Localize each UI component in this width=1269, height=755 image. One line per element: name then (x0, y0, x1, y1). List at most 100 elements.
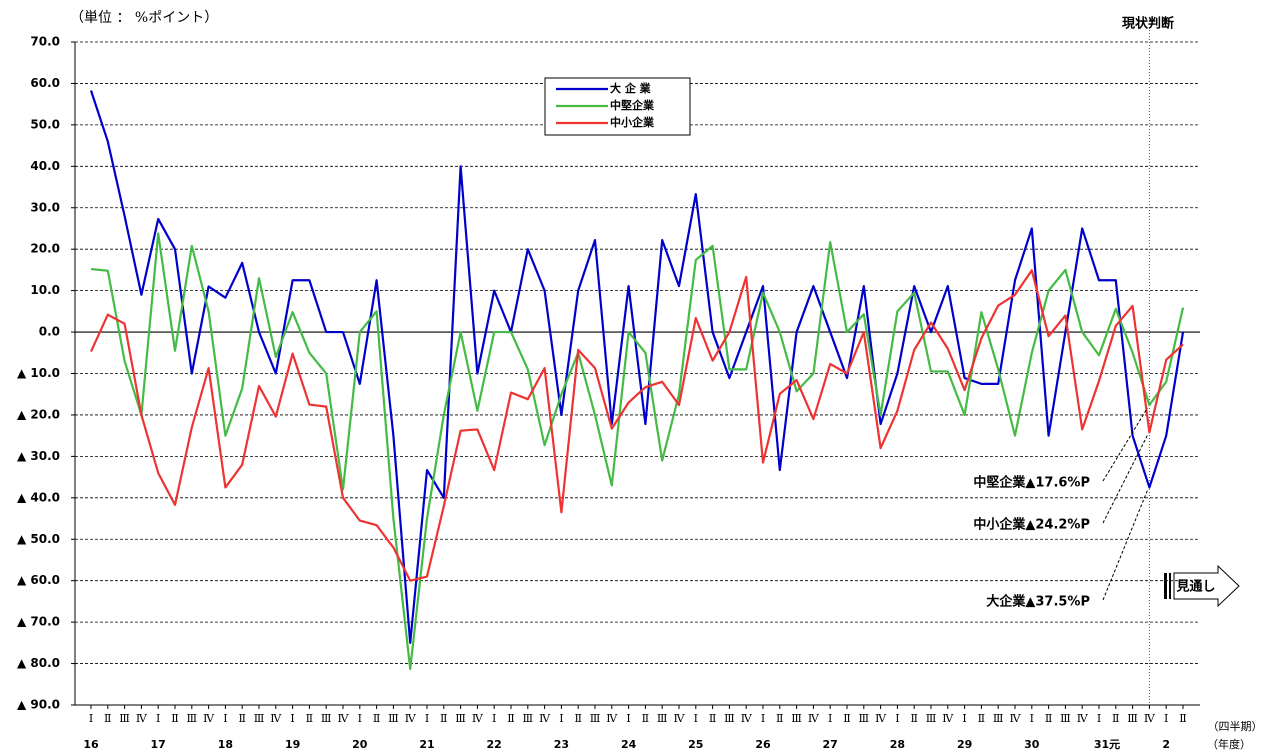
y-tick-label: ▲ 70.0 (17, 615, 60, 629)
annotation: 中堅企業▲17.6%P (973, 475, 1090, 491)
year-label: 20 (352, 738, 368, 751)
y-tick-label: ▲ 40.0 (17, 490, 60, 504)
x-tick-label: Ⅳ (1077, 712, 1089, 725)
y-tick-label: ▲ 10.0 (17, 366, 60, 380)
annotation-leader (1102, 490, 1148, 601)
x-tick-label: Ⅰ (492, 712, 496, 725)
x-tick-label: Ⅱ (978, 712, 985, 725)
annotation-leader (1102, 435, 1148, 524)
x-tick-label: Ⅲ (791, 712, 802, 725)
x-tick-label: Ⅱ (843, 712, 850, 725)
x-tick-label: Ⅳ (1010, 712, 1022, 725)
forecast-arrow: 見通し (1164, 564, 1240, 608)
legend-label: 中堅企業 (610, 98, 655, 112)
arrow-bar (1169, 573, 1171, 599)
x-tick-label: Ⅰ (895, 712, 899, 725)
series-line (89, 90, 1185, 644)
year-label: 29 (957, 738, 972, 751)
x-tick-label: Ⅱ (574, 712, 581, 725)
y-tick-label: 10.0 (30, 283, 60, 297)
x-tick-label: Ⅲ (388, 712, 399, 725)
y-tick-label: ▲ 80.0 (17, 656, 60, 670)
x-tick-label: Ⅰ (1097, 712, 1101, 725)
x-tick-label: Ⅳ (1144, 712, 1156, 725)
year-label: 17 (151, 738, 166, 751)
x-tick-label: Ⅳ (270, 712, 282, 725)
x-tick-label: Ⅱ (642, 712, 649, 725)
x-tick-label: Ⅲ (657, 712, 668, 725)
year-label: 30 (1024, 738, 1040, 751)
x-tick-label: Ⅱ (306, 712, 313, 725)
current-label: 現状判断 (1122, 16, 1174, 32)
year-label: 16 (83, 738, 99, 751)
x-tick-label: Ⅱ (1045, 712, 1052, 725)
x-tick-label: Ⅱ (709, 712, 716, 725)
x-tick-label: Ⅳ (203, 712, 215, 725)
series-line (89, 269, 1184, 582)
year-label: 26 (755, 738, 771, 751)
x-tick-label: Ⅳ (942, 712, 954, 725)
x-tick-label: Ⅰ (626, 712, 630, 725)
x-tick-label: Ⅱ (910, 712, 917, 725)
legend-label: 大 企 業 (610, 81, 652, 95)
year-label: 27 (823, 738, 838, 751)
annotation: 中小企業▲24.2%P (973, 517, 1090, 533)
x-tick-label: Ⅰ (694, 712, 698, 725)
x-tick-label: Ⅰ (358, 712, 362, 725)
y-tick-label: ▲ 20.0 (17, 407, 60, 421)
x-tick-label: Ⅳ (741, 712, 753, 725)
year-label: 19 (285, 738, 300, 751)
x-tick-label: Ⅲ (724, 712, 735, 725)
year-label: 31元 (1094, 738, 1120, 751)
year-label: 25 (688, 738, 703, 751)
x-tick-label: Ⅰ (223, 712, 227, 725)
x-tick-label: Ⅰ (1164, 712, 1168, 725)
x-unit-label: （年度） (1207, 737, 1251, 751)
x-tick-label: Ⅳ (539, 712, 551, 725)
x-tick-label: Ⅲ (254, 712, 265, 725)
forecast-label: 見通し (1175, 579, 1215, 595)
x-tick-label: Ⅳ (338, 712, 350, 725)
year-label: 28 (890, 738, 905, 751)
x-tick-label: Ⅱ (440, 712, 447, 725)
x-tick-label: Ⅱ (373, 712, 380, 725)
x-tick-label: Ⅱ (171, 712, 178, 725)
x-tick-label: Ⅳ (405, 712, 417, 725)
unit-label: （単位 ： %ポイント） (70, 10, 218, 26)
y-tick-label: 30.0 (30, 200, 60, 214)
year-label: 2 (1162, 738, 1170, 751)
x-tick-label: Ⅳ (808, 712, 820, 725)
x-tick-label: Ⅰ (290, 712, 294, 725)
x-tick-label: Ⅱ (104, 712, 111, 725)
arrow (1173, 564, 1240, 608)
x-tick-label: Ⅰ (761, 712, 765, 725)
y-tick-label: 70.0 (30, 35, 60, 49)
y-tick-label: ▲ 30.0 (17, 449, 60, 463)
annotation: 大企業▲37.5%P (986, 594, 1090, 610)
x-tick-label: Ⅰ (559, 712, 563, 725)
y-tick-label: 20.0 (30, 242, 60, 256)
year-label: 24 (621, 738, 637, 751)
x-tick-label: Ⅱ (776, 712, 783, 725)
y-tick-label: 50.0 (30, 117, 60, 131)
y-tick-label: ▲ 60.0 (17, 573, 60, 587)
legend-label: 中小企業 (610, 115, 655, 129)
x-tick-label: Ⅲ (590, 712, 601, 725)
x-tick-label: Ⅰ (962, 712, 966, 725)
series-line (90, 232, 1185, 671)
y-tick-label: ▲ 50.0 (17, 532, 60, 546)
arrow-bar (1164, 573, 1167, 599)
y-tick-label: 0.0 (39, 325, 60, 339)
x-tick-label: Ⅳ (875, 712, 887, 725)
x-tick-label: Ⅲ (321, 712, 332, 725)
year-label: 21 (419, 738, 434, 751)
x-tick-label: Ⅰ (89, 712, 93, 725)
x-tick-label: Ⅳ (472, 712, 484, 725)
x-tick-label: Ⅳ (136, 712, 148, 725)
x-tick-label: Ⅲ (993, 712, 1004, 725)
y-tick-label: ▲ 90.0 (17, 698, 60, 712)
annotation-leader (1102, 407, 1148, 482)
x-tick-label: Ⅲ (1127, 712, 1138, 725)
